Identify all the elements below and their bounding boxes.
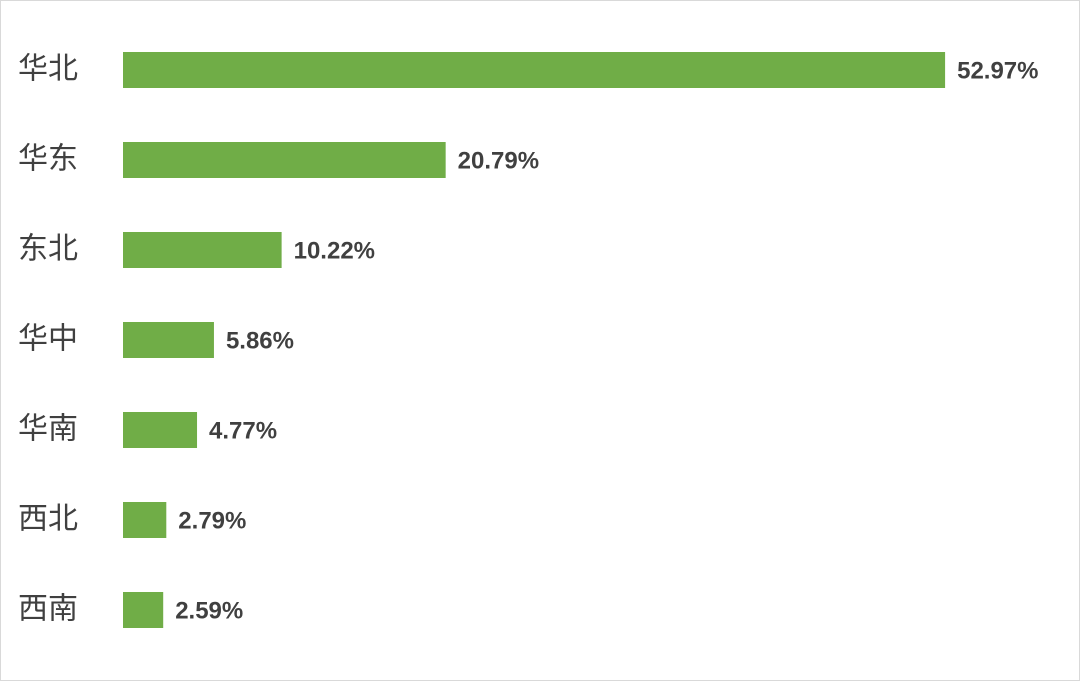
bar <box>123 142 446 178</box>
bar <box>123 322 214 358</box>
data-label: 52.97% <box>957 57 1038 84</box>
data-label: 20.79% <box>458 147 539 174</box>
data-label: 2.59% <box>175 597 243 624</box>
data-label: 10.22% <box>294 237 375 264</box>
data-label: 5.86% <box>226 327 294 354</box>
category-label: 西南 <box>18 592 78 627</box>
bar <box>123 502 167 538</box>
category-label: 东北 <box>18 232 78 267</box>
bar <box>123 52 946 88</box>
data-label: 4.77% <box>209 417 277 444</box>
category-label: 华中 <box>18 322 78 357</box>
category-label: 华南 <box>18 412 78 447</box>
data-label: 2.79% <box>178 507 246 534</box>
bar <box>123 412 198 448</box>
category-label: 西北 <box>18 502 78 537</box>
bar <box>123 232 282 268</box>
bar <box>123 592 164 628</box>
category-label: 华东 <box>18 142 78 177</box>
category-label: 华北 <box>18 52 78 87</box>
